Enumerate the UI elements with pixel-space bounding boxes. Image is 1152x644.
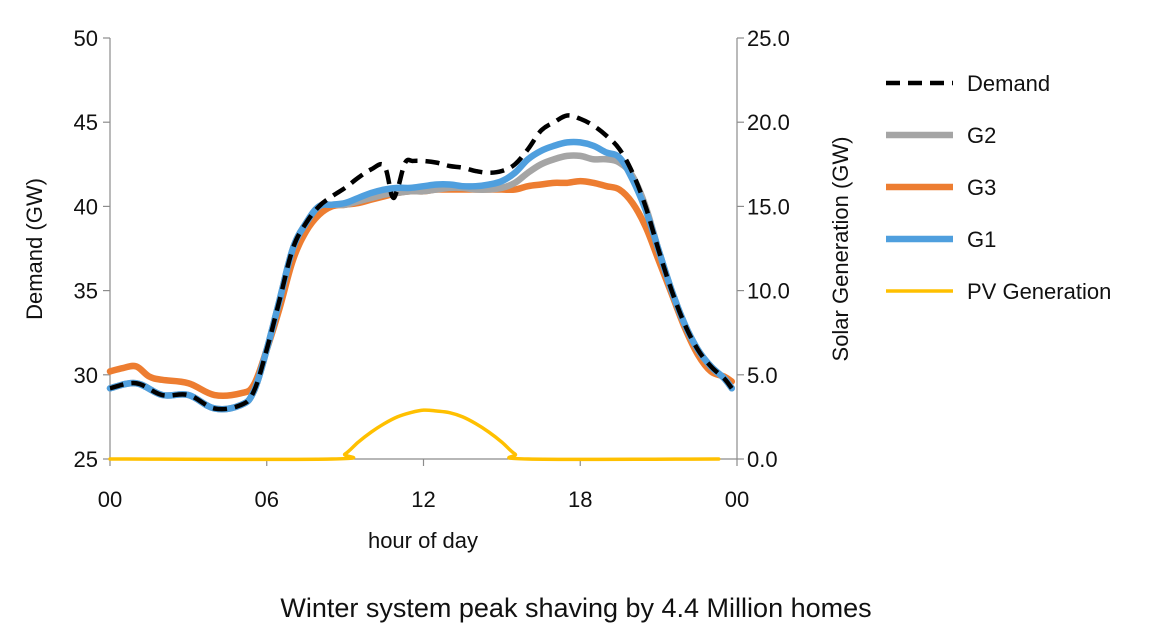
right-y-tick-label: 0.0 xyxy=(747,447,778,472)
legend: Demand G2 G3 G1 PV Generation xyxy=(886,71,1111,304)
x-tick-label: 00 xyxy=(98,487,122,512)
x-tick-label: 18 xyxy=(568,487,592,512)
legend-label-pv-generation: PV Generation xyxy=(967,279,1111,304)
right-y-tick-label: 20.0 xyxy=(747,110,790,135)
axes-layer: 25 30 35 40 45 50 0.0 5.0 10.0 15.0 20.0 25.0 00 06 12… xyxy=(74,26,790,512)
series-line-g3 xyxy=(106,177,736,400)
x-axis-label: hour of day xyxy=(368,528,478,553)
left-y-tick-label: 25 xyxy=(74,447,98,472)
chart-caption: Winter system peak shaving by 4.4 Millio… xyxy=(280,593,871,623)
right-y-tick-label: 10.0 xyxy=(747,279,790,304)
left-y-axis-label: Demand (GW) xyxy=(22,178,47,320)
legend-label-g2: G2 xyxy=(967,123,996,148)
x-tick-label: 06 xyxy=(255,487,279,512)
right-y-axis-label: Solar Generation (GW) xyxy=(828,137,853,362)
left-y-tick-label: 35 xyxy=(74,279,98,304)
left-y-tick-label: 50 xyxy=(74,26,98,51)
left-y-tick-label: 40 xyxy=(74,194,98,219)
legend-label-g3: G3 xyxy=(967,175,996,200)
left-y-tick-label: 30 xyxy=(74,363,98,388)
right-y-tick-label: 15.0 xyxy=(747,194,790,219)
right-y-tick-label: 25.0 xyxy=(747,26,790,51)
series-line-demand xyxy=(109,113,734,412)
x-tick-label: 12 xyxy=(411,487,435,512)
x-tick-label: 00 xyxy=(725,487,749,512)
series-line-pv-generation xyxy=(108,408,721,462)
series-layer xyxy=(106,113,736,462)
right-y-tick-label: 5.0 xyxy=(747,363,778,388)
left-y-tick-label: 45 xyxy=(74,110,98,135)
legend-label-g1: G1 xyxy=(967,227,996,252)
legend-label-demand: Demand xyxy=(967,71,1050,96)
